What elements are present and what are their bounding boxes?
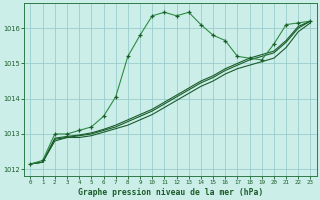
X-axis label: Graphe pression niveau de la mer (hPa): Graphe pression niveau de la mer (hPa) <box>78 188 263 197</box>
